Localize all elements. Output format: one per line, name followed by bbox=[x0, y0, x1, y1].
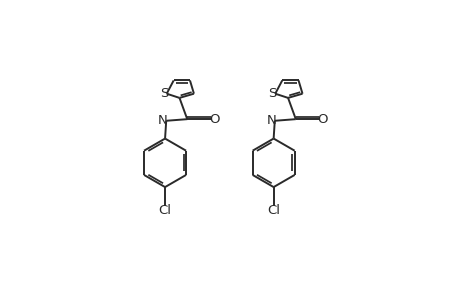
Text: N: N bbox=[266, 114, 276, 127]
Text: S: S bbox=[268, 87, 276, 100]
Text: Cl: Cl bbox=[158, 204, 171, 217]
Text: O: O bbox=[317, 113, 327, 126]
Text: Cl: Cl bbox=[267, 204, 280, 217]
Text: S: S bbox=[159, 87, 168, 100]
Text: O: O bbox=[208, 113, 219, 126]
Text: N: N bbox=[158, 114, 168, 127]
